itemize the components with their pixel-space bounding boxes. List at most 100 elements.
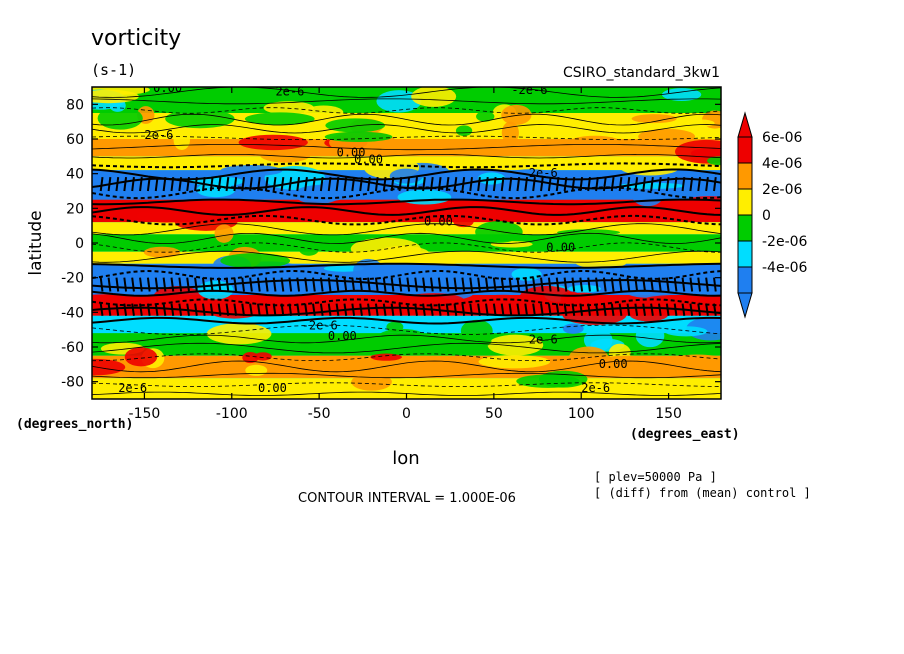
contour-hatch bbox=[264, 277, 269, 292]
contour-hatch bbox=[249, 303, 253, 316]
contour-line bbox=[92, 316, 721, 325]
contour-line bbox=[92, 324, 721, 335]
contour-line bbox=[92, 87, 721, 98]
y-tick-label: 60 bbox=[66, 132, 84, 148]
contour-hatch bbox=[131, 277, 135, 292]
contour-hatch bbox=[249, 277, 253, 292]
contour-hatch bbox=[422, 303, 426, 316]
contour-hatch bbox=[335, 177, 340, 192]
contour-label: 0.00 bbox=[337, 145, 366, 159]
vorticity-blob bbox=[513, 94, 552, 108]
contour-hatch bbox=[713, 277, 717, 292]
contour-hatch bbox=[697, 303, 702, 316]
contour-hatch bbox=[485, 177, 489, 192]
contour-hatch bbox=[382, 177, 387, 192]
contour-hatch bbox=[626, 277, 631, 292]
contour-hatch bbox=[162, 303, 167, 316]
vorticity-blob bbox=[567, 173, 629, 198]
contour-hatch bbox=[351, 177, 356, 192]
contour-hatch bbox=[288, 303, 293, 316]
contour-hatch bbox=[201, 177, 206, 192]
contour-hatch bbox=[374, 277, 379, 292]
contour-label: 2e-6 bbox=[529, 166, 558, 180]
diff-note: [ (diff) from (mean) control ] bbox=[594, 486, 811, 500]
contour-hatch bbox=[673, 177, 678, 192]
contour-hatch bbox=[390, 277, 395, 292]
contour-hatch bbox=[540, 277, 544, 292]
colorbar-bottom-triangle bbox=[737, 292, 753, 319]
contour-hatch bbox=[610, 303, 615, 316]
contour-hatch bbox=[398, 303, 403, 316]
colorbar-label: -2e-06 bbox=[762, 234, 808, 250]
vorticity-blob bbox=[299, 243, 319, 256]
contour-interval: CONTOUR INTERVAL = 1.000E-06 bbox=[298, 491, 516, 506]
contour-hatch bbox=[445, 277, 450, 292]
contour-hatch bbox=[642, 303, 646, 316]
contour-hatch bbox=[374, 303, 379, 316]
y-tick-label: -80 bbox=[61, 375, 84, 391]
y-tick-label: 0 bbox=[75, 236, 84, 252]
contour-hatch bbox=[618, 177, 623, 192]
contour-hatch bbox=[547, 177, 552, 192]
contour-hatch bbox=[288, 277, 293, 292]
contour-hatch bbox=[280, 303, 285, 316]
contour-hatch bbox=[406, 177, 411, 192]
vorticity-blob bbox=[336, 365, 378, 378]
contour-hatch bbox=[146, 277, 151, 292]
contour-hatch bbox=[453, 303, 458, 316]
contour-hatch bbox=[296, 303, 301, 316]
y-tick-label: -40 bbox=[61, 305, 84, 321]
contour-hatch bbox=[162, 277, 167, 292]
contour-hatch bbox=[657, 277, 662, 292]
contour-hatch bbox=[508, 303, 513, 316]
contour-label: 0.00 bbox=[599, 357, 628, 371]
contour-hatch bbox=[563, 277, 568, 292]
contour-line bbox=[92, 269, 721, 281]
x-tick-label: -50 bbox=[308, 406, 331, 422]
colorbar-label: 0 bbox=[762, 208, 771, 224]
vorticity-blob bbox=[165, 109, 235, 129]
contour-label: 0.00 bbox=[424, 215, 453, 229]
contour-hatch bbox=[492, 177, 497, 192]
contour-hatch bbox=[705, 303, 709, 316]
vorticity-blob bbox=[669, 354, 721, 366]
contour-hatch bbox=[610, 277, 615, 292]
contour-hatch bbox=[697, 277, 702, 292]
contour-hatch bbox=[319, 277, 324, 292]
vorticity-blob bbox=[664, 326, 708, 337]
colorbar-label: 4e-06 bbox=[762, 156, 802, 172]
contour-hatch bbox=[587, 303, 591, 316]
contour-hatch bbox=[540, 303, 544, 316]
vorticity-blob bbox=[124, 347, 158, 367]
contour-hatch bbox=[681, 303, 686, 316]
contour-hatch bbox=[170, 303, 175, 316]
contour-line bbox=[92, 214, 721, 226]
contour-hatch bbox=[146, 177, 151, 192]
contour-hatch bbox=[579, 303, 584, 316]
contour-hatch bbox=[414, 277, 418, 292]
contour-hatch bbox=[626, 303, 631, 316]
vorticity-blob bbox=[455, 125, 473, 137]
contour-hatch bbox=[343, 177, 348, 192]
contour-hatch bbox=[131, 303, 135, 316]
contour-hatch bbox=[115, 303, 120, 316]
contour-hatch bbox=[642, 277, 646, 292]
contour-hatch bbox=[249, 177, 253, 192]
contour-hatch bbox=[390, 177, 395, 192]
contour-hatch bbox=[225, 177, 230, 192]
contour-hatch bbox=[115, 177, 120, 192]
contour-hatch bbox=[256, 303, 261, 316]
y-axis-label: latitude bbox=[26, 210, 46, 275]
contour-hatch bbox=[626, 177, 631, 192]
x-axis-units: (degrees_east) bbox=[630, 427, 740, 442]
x-tick-label: -100 bbox=[216, 406, 248, 422]
contour-hatch bbox=[500, 277, 505, 292]
contour-hatch bbox=[123, 277, 128, 292]
contour-hatch bbox=[194, 177, 198, 192]
contour-hatch bbox=[429, 277, 434, 292]
contour-hatch bbox=[296, 177, 301, 192]
contour-hatch bbox=[304, 177, 308, 192]
contour-hatch bbox=[524, 303, 529, 316]
contour-hatch bbox=[280, 177, 285, 192]
chart-title: vorticity bbox=[91, 26, 181, 51]
